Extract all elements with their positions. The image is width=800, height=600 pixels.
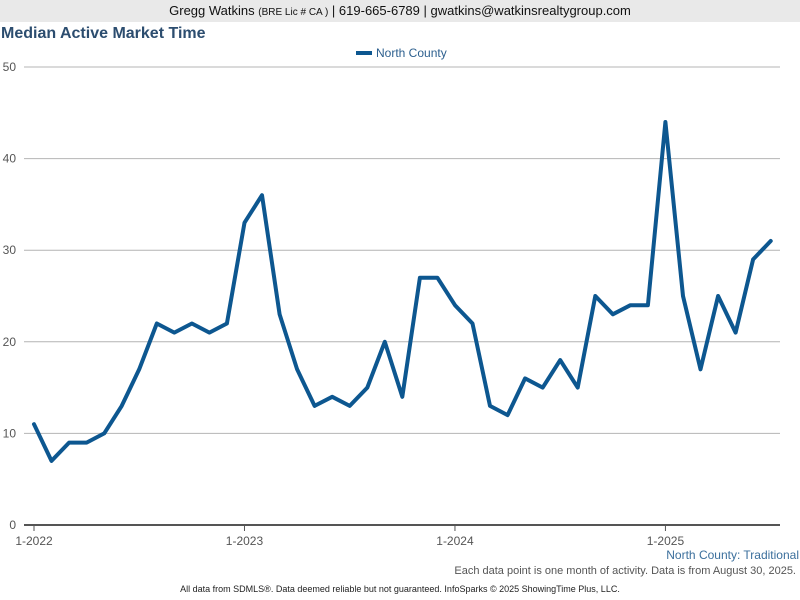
data-point [699,367,703,371]
x-tick-label: 1-2023 [226,534,264,548]
data-point [50,459,54,463]
data-point [593,294,597,298]
data-point [313,404,317,408]
data-point [663,120,667,124]
data-point [225,321,229,325]
header-separator: | [423,3,427,18]
agent-email: gwatkins@watkinsrealtygroup.com [430,3,631,18]
data-point [646,303,650,307]
y-tick-label: 10 [3,426,17,440]
data-point [751,257,755,261]
data-point [769,239,773,243]
data-point [734,331,738,335]
data-point [365,386,369,390]
data-point [558,358,562,362]
data-point [716,294,720,298]
data-point [576,386,580,390]
data-point [137,367,141,371]
data-point [681,294,685,298]
data-point [67,441,71,445]
data-point [295,367,299,371]
data-point [102,431,106,435]
legend-label: North County [376,46,447,60]
data-point [400,395,404,399]
region-label: North County: Traditional [666,548,799,562]
y-tick-label: 20 [3,335,17,349]
data-point [85,441,89,445]
chart-title: Median Active Market Time [1,25,206,42]
legend-swatch [356,50,372,55]
disclaimer-footer: All data from SDMLS®. Data deemed reliab… [180,584,620,594]
x-tick-label: 1-2022 [15,534,53,548]
agent-header-bar: Gregg Watkins (BRE Lic # CA ) | 619-665-… [0,0,800,22]
data-point [506,413,510,417]
series-line-north-county [32,120,773,463]
x-tick-label: 1-2025 [647,534,685,548]
data-point [418,276,422,280]
data-point [120,404,124,408]
header-separator: | [331,3,336,18]
data-point [541,386,545,390]
data-point [242,221,246,225]
y-tick-label: 0 [9,518,16,532]
agent-phone: 619-665-6789 [338,3,420,18]
agent-name: Gregg Watkins [169,3,255,18]
chart-legend: North County [356,46,447,60]
data-point [611,312,615,316]
y-tick-label: 40 [3,152,17,166]
data-point [488,404,492,408]
data-point [155,321,159,325]
agent-license: (BRE Lic # CA ) [258,7,329,18]
data-point [32,422,36,426]
data-point [435,276,439,280]
data-note: Each data point is one month of activity… [454,565,796,577]
data-point [348,404,352,408]
data-point [330,395,334,399]
data-point [260,193,264,197]
y-tick-label: 50 [3,60,17,74]
data-point [172,331,176,335]
data-point [453,303,457,307]
data-point [383,340,387,344]
data-point [207,331,211,335]
data-point [278,312,282,316]
data-point [523,376,527,380]
y-tick-label: 30 [3,243,17,257]
x-tick-label: 1-2024 [436,534,474,548]
data-point [471,321,474,325]
data-point [190,321,194,325]
data-point [628,303,632,307]
